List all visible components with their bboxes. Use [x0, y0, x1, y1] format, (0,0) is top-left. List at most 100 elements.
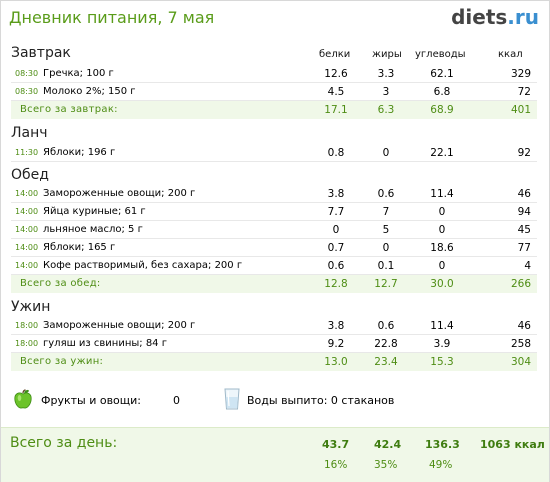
logo-text: diets — [451, 5, 508, 29]
entry-time: 11:30 — [15, 148, 39, 157]
total-carbs: 30.0 — [430, 278, 454, 290]
entry-protein: 4.5 — [327, 86, 345, 98]
fruit-veg-label: Фрукты и овощи: — [41, 394, 141, 407]
day-total-protein: 43.7 — [322, 438, 350, 451]
header: Дневник питания, 7 мая diets.ru — [1, 1, 549, 37]
site-logo[interactable]: diets.ru — [451, 5, 539, 29]
table-row: 14:00 Яблоки; 165 г 0.7 0 18.6 77 — [11, 239, 537, 257]
total-fat: 23.4 — [374, 356, 398, 368]
total-carbs: 15.3 — [430, 356, 454, 368]
entry-fat: 0.6 — [377, 320, 395, 332]
entry-carbs: 22.1 — [430, 147, 454, 159]
total-fat: 12.7 — [374, 278, 398, 290]
entry-food[interactable]: льняное масло; 5 г — [43, 224, 143, 235]
column-header-kcal: ккал — [498, 49, 523, 60]
column-header-fat: жиры — [372, 49, 402, 60]
entry-food[interactable]: Гречка; 100 г — [43, 68, 114, 79]
entry-food[interactable]: Яйца куриные; 61 г — [43, 206, 146, 217]
green-apple-icon — [14, 389, 32, 409]
entry-time: 08:30 — [15, 69, 39, 78]
entry-carbs: 11.4 — [430, 320, 454, 332]
entry-fat: 7 — [382, 206, 390, 218]
meal-total-row: Всего за завтрак: 17.1 6.3 68.9 401 — [11, 101, 537, 119]
logo-domain: .ru — [507, 5, 539, 29]
entry-fat: 0 — [382, 242, 390, 254]
meal-title-breakfast: Завтрак — [11, 45, 71, 61]
entry-protein: 3.8 — [327, 188, 345, 200]
meal-total-row: Всего за ужин: 13.0 23.4 15.3 304 — [11, 353, 537, 371]
table-row: 14:00 Замороженные овощи; 200 г 3.8 0.6 … — [11, 185, 537, 203]
entry-carbs: 18.6 — [430, 242, 454, 254]
entry-food[interactable]: Яблоки; 165 г — [43, 242, 116, 253]
water-glass-icon — [224, 388, 240, 410]
entry-protein: 0 — [332, 224, 340, 236]
meal-total-label: Всего за завтрак: — [20, 104, 118, 115]
entry-protein: 7.7 — [327, 206, 345, 218]
entry-food[interactable]: Замороженные овощи; 200 г — [43, 320, 196, 331]
entry-kcal: 77 — [517, 242, 531, 254]
entry-time: 14:00 — [15, 243, 39, 252]
table-row: 08:30 Молоко 2%; 150 г 4.5 3 6.8 72 — [11, 83, 537, 101]
entry-carbs: 0 — [438, 260, 446, 272]
entry-fat: 0.6 — [377, 188, 395, 200]
total-fat: 6.3 — [377, 104, 395, 116]
meal-total-label: Всего за обед: — [20, 278, 101, 289]
entry-kcal: 92 — [517, 147, 531, 159]
extras-bar: Фрукты и овощи: 0 Воды выпито: 0 стакано… — [11, 387, 531, 413]
entry-protein: 0.7 — [327, 242, 345, 254]
entry-fat: 3 — [382, 86, 390, 98]
entry-protein: 0.6 — [327, 260, 345, 272]
entry-fat: 22.8 — [374, 338, 398, 350]
entry-time: 18:00 — [15, 339, 39, 348]
entry-food[interactable]: Молоко 2%; 150 г — [43, 86, 136, 97]
total-protein: 13.0 — [324, 356, 348, 368]
entry-carbs: 11.4 — [430, 188, 454, 200]
entry-carbs: 0 — [438, 224, 446, 236]
entry-kcal: 46 — [517, 188, 531, 200]
total-carbs: 68.9 — [430, 104, 454, 116]
entry-kcal: 329 — [510, 68, 531, 80]
table-row: 11:30 Яблоки; 196 г 0.8 0 22.1 92 — [11, 144, 537, 162]
entry-protein: 0.8 — [327, 147, 345, 159]
entry-food[interactable]: Кофе растворимый, без сахара; 200 г — [43, 260, 243, 271]
entry-food[interactable]: Замороженные овощи; 200 г — [43, 188, 196, 199]
entry-food[interactable]: Яблоки; 196 г — [43, 147, 116, 158]
meal-total-row: Всего за обед: 12.8 12.7 30.0 266 — [11, 275, 537, 293]
entry-fat: 0 — [382, 147, 390, 159]
table-row: 08:30 Гречка; 100 г 12.6 3.3 62.1 329 — [11, 65, 537, 83]
day-total-label: Всего за день: — [10, 435, 118, 451]
entry-kcal: 72 — [517, 86, 531, 98]
entry-protein: 3.8 — [327, 320, 345, 332]
entry-kcal: 4 — [524, 260, 531, 272]
day-total-fat: 42.4 — [374, 438, 402, 451]
day-total-panel: Всего за день: 43.7 42.4 136.3 1063 ккал… — [1, 427, 549, 482]
page-title: Дневник питания, 7 мая — [9, 8, 215, 27]
total-kcal: 401 — [510, 104, 531, 116]
entry-time: 18:00 — [15, 321, 39, 330]
table-row: 14:00 Яйца куриные; 61 г 7.7 7 0 94 — [11, 203, 537, 221]
day-total-carbs: 136.3 — [425, 438, 460, 451]
entry-time: 14:00 — [15, 189, 39, 198]
table-row: 14:00 льняное масло; 5 г 0 5 0 45 — [11, 221, 537, 239]
entry-fat: 0.1 — [377, 260, 395, 272]
entry-carbs: 62.1 — [430, 68, 454, 80]
entry-fat: 3.3 — [377, 68, 395, 80]
fruit-veg-value: 0 — [173, 394, 180, 407]
entry-kcal: 94 — [517, 206, 531, 218]
entry-carbs: 6.8 — [433, 86, 451, 98]
entry-carbs: 3.9 — [433, 338, 451, 350]
table-row: 14:00 Кофе растворимый, без сахара; 200 … — [11, 257, 537, 275]
meal-title-supper: Ужин — [11, 299, 51, 315]
entry-time: 14:00 — [15, 261, 39, 270]
total-protein: 17.1 — [324, 104, 348, 116]
entry-carbs: 0 — [438, 206, 446, 218]
entry-kcal: 46 — [517, 320, 531, 332]
entry-kcal: 258 — [510, 338, 531, 350]
total-kcal: 266 — [510, 278, 531, 290]
day-carbs-percent: 49% — [429, 459, 453, 471]
meal-title-lunch: Ланч — [11, 125, 48, 141]
entry-food[interactable]: гуляш из свинины; 84 г — [43, 338, 167, 349]
table-row: 18:00 гуляш из свинины; 84 г 9.2 22.8 3.… — [11, 335, 537, 353]
entry-kcal: 45 — [517, 224, 531, 236]
